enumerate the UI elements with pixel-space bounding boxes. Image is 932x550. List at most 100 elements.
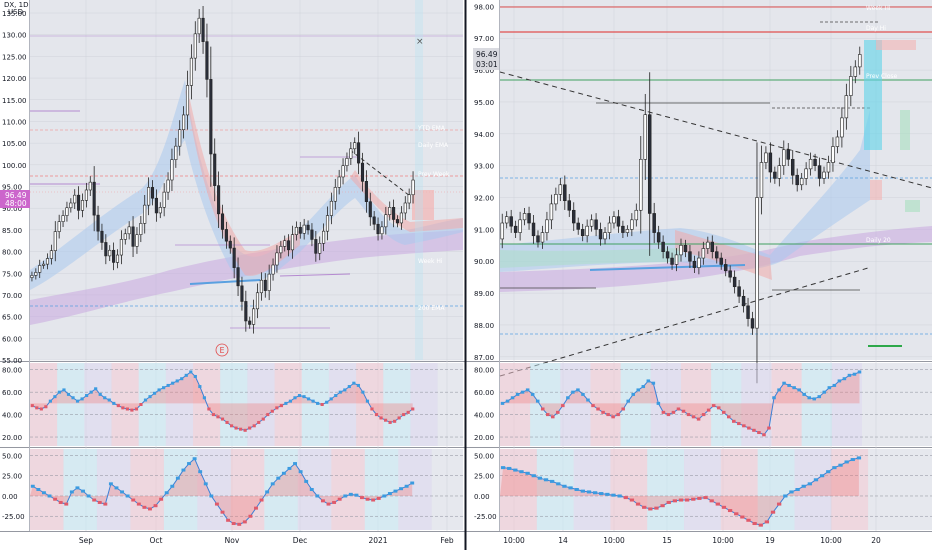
right-candle[interactable] bbox=[670, 252, 674, 270]
right-candle[interactable] bbox=[790, 150, 795, 185]
right-candle[interactable] bbox=[697, 251, 701, 275]
right-candle[interactable] bbox=[549, 194, 554, 230]
right-candle[interactable] bbox=[835, 130, 840, 154]
left-last-price-tag[interactable]: 96.49 bbox=[5, 191, 27, 200]
left-candle[interactable] bbox=[49, 244, 53, 265]
left-candle[interactable] bbox=[205, 23, 209, 98]
left-candle[interactable] bbox=[380, 221, 384, 240]
left-earnings-marker[interactable]: E bbox=[219, 346, 224, 355]
left-candle[interactable] bbox=[384, 206, 388, 235]
right-candle[interactable] bbox=[531, 215, 536, 244]
right-candle[interactable] bbox=[509, 209, 513, 233]
right-candle[interactable] bbox=[616, 209, 621, 233]
left-candle[interactable] bbox=[80, 193, 85, 218]
left-candle[interactable] bbox=[357, 131, 361, 175]
right-candle[interactable] bbox=[603, 227, 607, 245]
left-candle[interactable] bbox=[395, 215, 400, 228]
left-candle[interactable] bbox=[112, 242, 116, 271]
right-candle[interactable] bbox=[522, 208, 527, 226]
left-candle[interactable] bbox=[30, 271, 34, 282]
right-candle[interactable] bbox=[710, 235, 715, 259]
left-candle[interactable] bbox=[170, 148, 174, 192]
right-candle[interactable] bbox=[817, 157, 822, 187]
left-candle[interactable] bbox=[372, 211, 376, 231]
left-candle[interactable] bbox=[376, 217, 380, 241]
left-candle[interactable] bbox=[38, 259, 42, 279]
left-candle[interactable] bbox=[333, 178, 337, 210]
left-candle[interactable] bbox=[115, 249, 120, 269]
right-candle[interactable] bbox=[732, 270, 737, 294]
right-candle[interactable] bbox=[683, 239, 688, 258]
right-candle[interactable] bbox=[518, 211, 522, 241]
left-candle[interactable] bbox=[193, 21, 197, 71]
right-candle[interactable] bbox=[692, 255, 697, 274]
right-candle[interactable] bbox=[750, 311, 755, 335]
left-candle[interactable] bbox=[220, 204, 225, 239]
left-candle[interactable] bbox=[310, 223, 314, 247]
right-candle[interactable] bbox=[647, 72, 652, 256]
left-candle[interactable] bbox=[123, 228, 127, 245]
left-candle[interactable] bbox=[368, 192, 372, 226]
left-candle[interactable] bbox=[314, 230, 318, 262]
right-candle[interactable] bbox=[674, 248, 679, 272]
left-candle[interactable] bbox=[34, 268, 38, 280]
left-candle[interactable] bbox=[108, 245, 112, 262]
left-candle[interactable] bbox=[217, 171, 221, 228]
right-candle[interactable] bbox=[849, 65, 853, 107]
left-candle[interactable] bbox=[248, 316, 252, 329]
right-candle[interactable] bbox=[576, 217, 580, 235]
right-candle[interactable] bbox=[737, 280, 741, 303]
right-candle[interactable] bbox=[719, 252, 723, 270]
left-candle[interactable] bbox=[353, 137, 357, 155]
right-candle[interactable] bbox=[554, 187, 558, 211]
left-candle[interactable] bbox=[57, 214, 61, 239]
left-candle[interactable] bbox=[96, 205, 100, 241]
right-candle[interactable] bbox=[563, 175, 567, 210]
right-candle[interactable] bbox=[723, 258, 728, 277]
right-candle[interactable] bbox=[558, 178, 563, 202]
right-candle[interactable] bbox=[768, 142, 773, 183]
left-candle[interactable] bbox=[158, 202, 162, 219]
right-candle[interactable] bbox=[634, 203, 639, 227]
left-candle[interactable] bbox=[127, 221, 131, 240]
right-candle[interactable] bbox=[728, 265, 732, 283]
right-last-price-tag[interactable]: 96.49 bbox=[476, 50, 498, 59]
left-candle[interactable] bbox=[279, 240, 283, 259]
left-candle[interactable] bbox=[411, 171, 415, 204]
left-candle[interactable] bbox=[294, 221, 298, 241]
right-candle[interactable] bbox=[786, 143, 790, 166]
right-candle[interactable] bbox=[661, 235, 665, 259]
right-candle[interactable] bbox=[536, 230, 540, 248]
left-candle[interactable] bbox=[182, 106, 186, 139]
left-candle[interactable] bbox=[77, 186, 81, 220]
left-candle[interactable] bbox=[364, 170, 368, 213]
right-candle[interactable] bbox=[840, 107, 844, 148]
right-candle[interactable] bbox=[853, 60, 858, 84]
right-candle[interactable] bbox=[808, 152, 813, 176]
left-candle[interactable] bbox=[287, 234, 291, 257]
left-candle[interactable] bbox=[65, 201, 69, 222]
right-candle[interactable] bbox=[777, 157, 782, 187]
left-candle[interactable] bbox=[322, 223, 326, 252]
left-candle[interactable] bbox=[407, 188, 411, 210]
left-candle[interactable] bbox=[139, 215, 143, 243]
right-candle[interactable] bbox=[607, 216, 612, 240]
left-candle[interactable] bbox=[119, 230, 123, 265]
right-candle[interactable] bbox=[589, 214, 594, 232]
left-candle[interactable] bbox=[341, 158, 345, 185]
right-candle[interactable] bbox=[639, 136, 643, 234]
left-candle[interactable] bbox=[100, 223, 104, 250]
right-candle[interactable] bbox=[598, 222, 603, 246]
right-candle[interactable] bbox=[545, 211, 549, 241]
right-candle[interactable] bbox=[500, 213, 504, 249]
right-candle[interactable] bbox=[630, 213, 634, 237]
right-candle[interactable] bbox=[715, 246, 719, 264]
right-candle[interactable] bbox=[580, 223, 585, 242]
right-candle[interactable] bbox=[621, 220, 625, 238]
left-candle[interactable] bbox=[42, 260, 46, 269]
left-candle[interactable] bbox=[213, 138, 217, 202]
left-candle[interactable] bbox=[337, 169, 341, 195]
right-candle[interactable] bbox=[504, 211, 509, 229]
right-candle[interactable] bbox=[652, 202, 656, 244]
